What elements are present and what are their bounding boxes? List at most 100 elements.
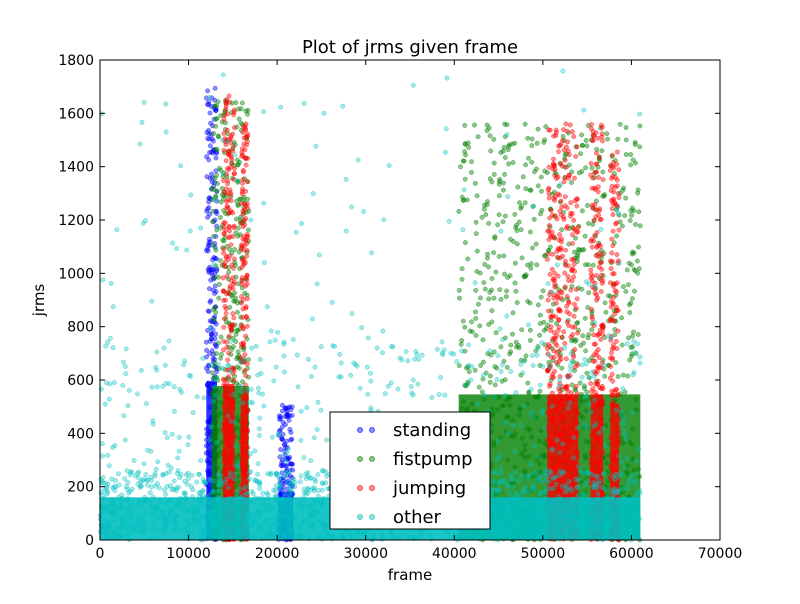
point-other	[126, 387, 132, 393]
point-other	[100, 479, 106, 485]
point-other	[224, 476, 230, 482]
point-fistpump	[543, 124, 549, 130]
point-jumping	[239, 300, 244, 306]
point-fistpump	[236, 202, 242, 208]
point-jumping	[599, 280, 605, 286]
point-fistpump	[213, 116, 219, 122]
x-tick-label: 60000	[609, 546, 654, 562]
point-other	[560, 68, 566, 74]
point-other	[336, 374, 342, 380]
point-fistpump	[492, 234, 498, 240]
point-jumping	[562, 258, 568, 264]
point-fistpump	[516, 219, 522, 225]
point-fistpump	[626, 302, 632, 308]
legend-label-other: other	[393, 507, 442, 528]
point-standing	[208, 298, 214, 304]
point-other	[271, 378, 277, 384]
point-fistpump	[582, 233, 588, 239]
point-other	[222, 480, 228, 486]
point-jumping	[231, 256, 237, 262]
point-other	[225, 413, 231, 419]
point-jumping	[594, 161, 600, 167]
point-other	[355, 157, 361, 163]
point-fistpump	[529, 159, 535, 165]
point-fistpump	[500, 187, 506, 193]
point-fistpump	[584, 143, 590, 149]
point-fistpump	[231, 139, 237, 145]
x-tick-label: 40000	[432, 546, 477, 562]
point-other	[498, 369, 504, 374]
x-tick-label: 20000	[255, 546, 300, 562]
point-jumping	[614, 346, 620, 351]
point-fistpump	[456, 363, 462, 369]
point-other	[106, 463, 112, 469]
point-other	[268, 328, 274, 334]
point-other	[243, 491, 249, 497]
point-fistpump	[586, 221, 591, 226]
point-jumping	[608, 350, 614, 356]
point-jumping	[547, 271, 553, 277]
point-other	[573, 476, 579, 482]
point-other	[312, 364, 318, 370]
point-fistpump	[586, 332, 592, 338]
point-fistpump	[615, 374, 621, 379]
point-fistpump	[469, 159, 474, 165]
point-fistpump	[632, 139, 638, 145]
point-fistpump	[474, 248, 480, 254]
point-other	[208, 363, 214, 369]
point-other	[637, 360, 643, 366]
point-jumping	[221, 324, 227, 330]
point-jumping	[240, 169, 246, 175]
point-jumping	[243, 313, 249, 319]
point-other	[232, 419, 238, 425]
point-other	[518, 422, 524, 428]
point-jumping	[571, 134, 577, 139]
point-other	[228, 368, 234, 374]
point-other	[588, 409, 594, 415]
point-jumping	[245, 179, 251, 185]
point-fistpump	[215, 133, 221, 139]
point-jumping	[221, 246, 227, 252]
point-fistpump	[625, 282, 631, 288]
point-other	[547, 364, 553, 370]
point-jumping	[242, 352, 248, 358]
point-other	[361, 208, 367, 214]
point-fistpump	[482, 261, 488, 267]
point-standing	[206, 199, 212, 205]
point-fistpump	[473, 309, 478, 315]
point-fistpump	[218, 351, 224, 357]
point-fistpump	[579, 132, 585, 138]
point-other	[107, 335, 113, 341]
point-other	[540, 410, 545, 416]
point-other	[166, 338, 172, 344]
point-jumping	[556, 237, 562, 243]
point-fistpump	[209, 370, 215, 376]
point-other	[301, 455, 307, 461]
point-fistpump	[457, 295, 462, 301]
point-fistpump	[214, 188, 220, 194]
point-jumping	[241, 257, 247, 263]
point-jumping	[572, 347, 578, 352]
point-other	[504, 313, 510, 319]
legend-label-fistpump: fistpump	[393, 449, 473, 470]
point-fistpump	[487, 289, 493, 295]
point-jumping	[221, 250, 227, 256]
point-fistpump	[229, 250, 235, 256]
point-other	[364, 364, 370, 370]
point-jumping	[591, 352, 597, 358]
point-other	[628, 473, 634, 479]
point-jumping	[231, 223, 237, 229]
point-fistpump	[212, 275, 218, 281]
point-other	[185, 476, 191, 482]
point-jumping	[610, 228, 616, 234]
point-other	[276, 431, 281, 436]
point-other	[502, 420, 508, 426]
y-tick-label: 200	[67, 480, 94, 496]
point-other	[247, 399, 253, 405]
point-other	[591, 373, 597, 379]
point-other	[200, 355, 206, 361]
point-fistpump	[213, 123, 219, 129]
point-fistpump	[209, 186, 215, 191]
point-other	[574, 425, 580, 431]
point-jumping	[220, 275, 226, 281]
